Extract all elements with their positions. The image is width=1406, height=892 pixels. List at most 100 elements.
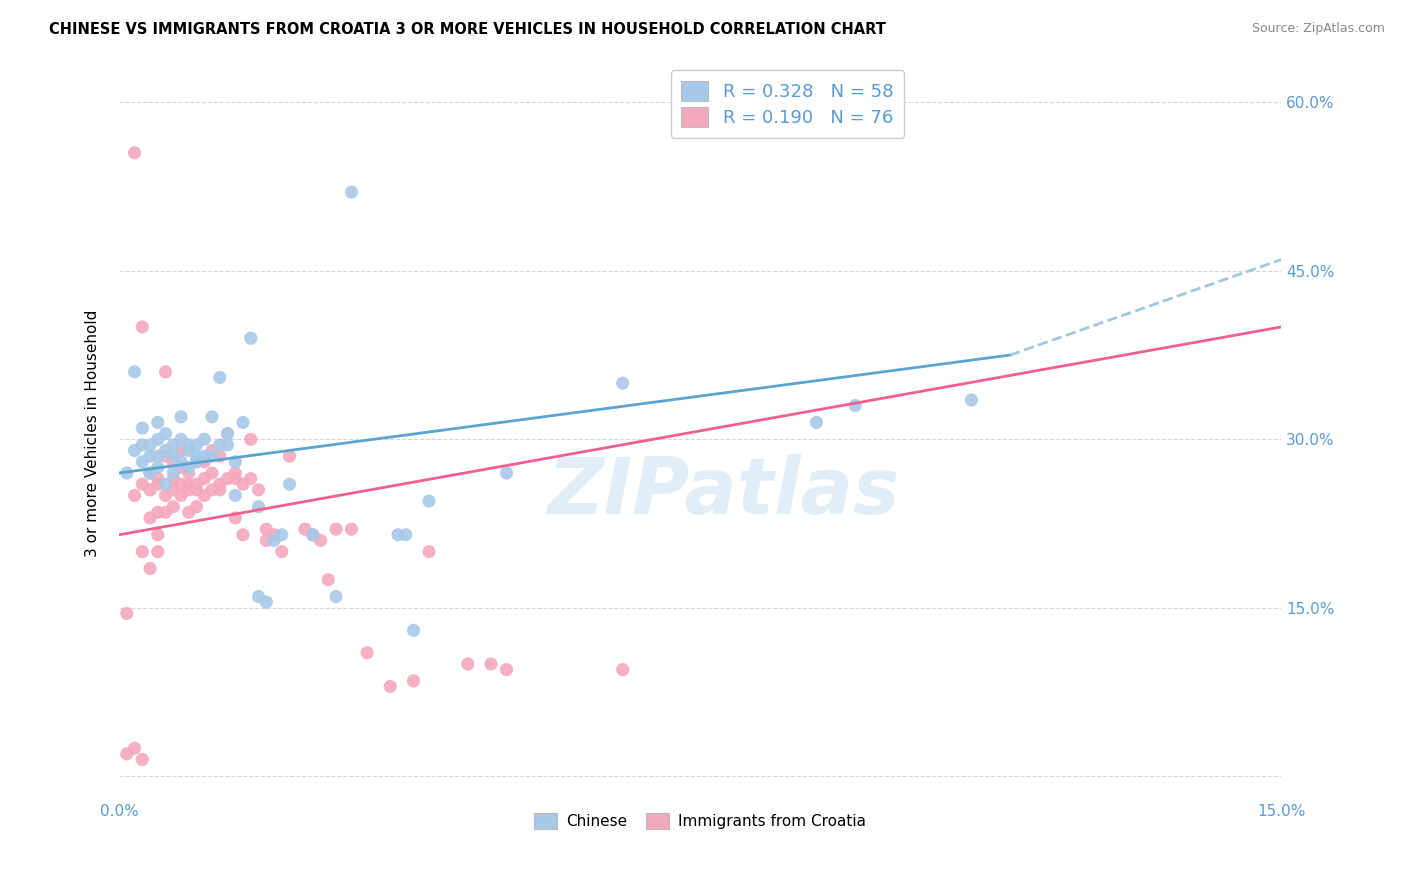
Point [193,432,215,446]
Y-axis label: 3 or more Vehicles in Household: 3 or more Vehicles in Household [86,310,100,558]
Point [612,376,634,391]
Point [186,477,208,491]
Point [170,477,193,491]
Point [170,455,193,469]
Point [186,455,208,469]
Point [247,483,270,497]
Point [278,449,301,463]
Point [316,573,339,587]
Point [155,443,177,458]
Legend: Chinese, Immigrants from Croatia: Chinese, Immigrants from Croatia [529,806,872,835]
Point [155,505,177,519]
Point [418,544,440,558]
Point [146,416,169,430]
Point [201,443,224,458]
Point [309,533,332,548]
Point [217,438,239,452]
Point [124,741,146,756]
Point [186,483,208,497]
Point [162,438,184,452]
Point [208,370,231,384]
Point [162,455,184,469]
Text: CHINESE VS IMMIGRANTS FROM CROATIA 3 OR MORE VEHICLES IN HOUSEHOLD CORRELATION C: CHINESE VS IMMIGRANTS FROM CROATIA 3 OR … [49,22,886,37]
Point [186,438,208,452]
Point [139,561,162,575]
Point [263,528,285,542]
Point [201,483,224,497]
Point [325,590,347,604]
Point [495,663,517,677]
Point [139,483,162,497]
Point [177,438,200,452]
Point [217,426,239,441]
Point [239,432,262,446]
Point [177,443,200,458]
Point [301,528,323,542]
Point [201,466,224,480]
Point [340,522,363,536]
Point [239,472,262,486]
Point [457,657,479,671]
Point [232,528,254,542]
Point [170,432,193,446]
Point [139,438,162,452]
Point [177,505,200,519]
Point [139,466,162,480]
Point [356,646,378,660]
Point [208,477,231,491]
Point [270,528,292,542]
Point [146,472,169,486]
Point [170,409,193,424]
Point [115,747,138,761]
Point [177,466,200,480]
Point [124,365,146,379]
Point [186,449,208,463]
Point [960,392,983,407]
Point [402,624,425,638]
Point [263,533,285,548]
Point [380,680,402,694]
Point [479,657,502,671]
Point [254,595,277,609]
Point [217,426,239,441]
Point [208,449,231,463]
Point [387,528,409,542]
Point [806,416,828,430]
Point [208,483,231,497]
Point [208,438,231,452]
Point [131,544,153,558]
Point [155,477,177,491]
Point [146,460,169,475]
Point [170,443,193,458]
Point [124,145,146,160]
Point [278,477,301,491]
Point [224,511,246,525]
Point [146,477,169,491]
Point [254,533,277,548]
Point [146,432,169,446]
Point [131,477,153,491]
Point [162,466,184,480]
Point [139,466,162,480]
Point [139,449,162,463]
Point [232,416,254,430]
Point [193,455,215,469]
Point [844,399,866,413]
Point [146,449,169,463]
Point [612,663,634,677]
Point [170,460,193,475]
Point [193,472,215,486]
Point [124,488,146,502]
Point [224,466,246,480]
Text: ZIPatlas: ZIPatlas [547,454,900,530]
Point [124,443,146,458]
Point [270,544,292,558]
Point [247,590,270,604]
Point [131,752,153,766]
Point [146,528,169,542]
Point [162,483,184,497]
Point [224,488,246,502]
Point [146,505,169,519]
Point [301,528,323,542]
Text: Source: ZipAtlas.com: Source: ZipAtlas.com [1251,22,1385,36]
